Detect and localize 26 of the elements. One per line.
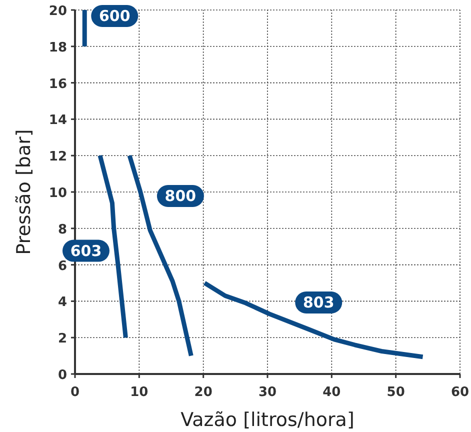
x-tick-label: 60 [450,385,470,400]
y-tick-label: 6 [58,258,67,274]
x-tick-label: 20 [194,385,212,400]
line-series [127,153,194,358]
y-tick-label: 18 [48,40,67,56]
y-tick-label: 20 [48,4,67,19]
y-tick-label: 16 [48,76,67,92]
x-tick-label: 10 [130,385,148,400]
y-tick-label: 8 [58,222,67,238]
x-tick-label: 30 [258,385,277,400]
series-label: 800 [164,187,196,205]
series-label: 600 [98,7,130,25]
y-tick-label: 14 [48,113,67,128]
y-tick-label: 2 [58,332,67,347]
series-label: 603 [70,242,102,260]
x-tick-label: 40 [322,385,341,400]
y-axis-title: Pressão [bar] [13,129,35,255]
y-tick-label: 4 [58,295,67,310]
series-label: 803 [302,294,334,312]
x-tick-label: 50 [386,385,405,400]
y-tick-label: 12 [48,150,67,165]
y-tick-label: 10 [48,186,67,201]
line-series [202,280,426,360]
x-tick-label: 0 [70,385,80,400]
y-tick-label: 0 [58,368,67,383]
x-axis-title: Vazão [litros/hora] [180,409,354,431]
